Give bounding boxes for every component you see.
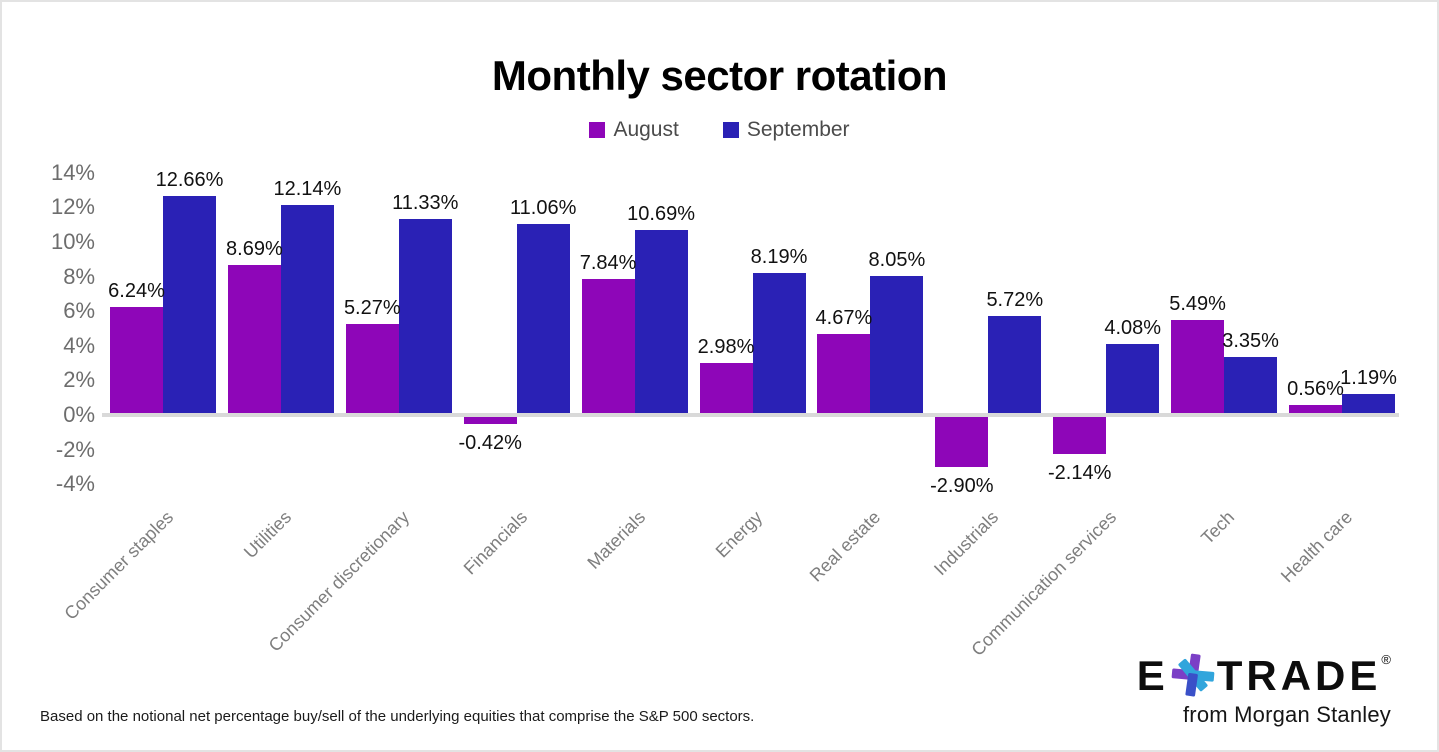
value-label: 5.72%	[986, 289, 1044, 312]
bar-august-7	[935, 417, 989, 468]
bar-august-2	[345, 323, 399, 415]
bar-september-7	[988, 316, 1042, 415]
value-label: 6.24%	[108, 280, 165, 303]
bar-august-8	[1053, 417, 1107, 455]
bar-september-0	[163, 195, 216, 415]
value-label: 2.98%	[697, 336, 755, 359]
y-axis-tick-label: 8%	[63, 263, 95, 289]
bar-august-1	[227, 264, 281, 415]
bar-september-10	[1342, 394, 1395, 415]
value-label: 11.06%	[510, 196, 577, 219]
value-label: 3.35%	[1222, 330, 1279, 353]
bar-august-3	[463, 417, 517, 425]
category-label: Tech	[1197, 507, 1239, 549]
value-label: 7.84%	[579, 252, 637, 275]
value-label: 4.08%	[1104, 317, 1162, 340]
etrade-logotype: E TRADE ®	[1137, 648, 1391, 704]
value-label: 0.56%	[1287, 378, 1344, 401]
y-axis-tick-label: -2%	[55, 436, 95, 462]
bar-september-2	[398, 218, 452, 415]
bar-august-4	[581, 279, 635, 415]
category-label: Health care	[1276, 507, 1357, 587]
y-axis-tick-label: 0%	[63, 402, 95, 427]
category-label: Utilities	[239, 507, 296, 563]
legend-item-august: August	[589, 118, 679, 142]
bar-september-8	[1106, 344, 1160, 415]
etrade-logo: E TRADE ® from Morgan Stanley	[1137, 648, 1391, 728]
footnote: Based on the notional net percentage buy…	[40, 708, 755, 725]
value-label: 12.14%	[273, 177, 342, 200]
value-label: -0.42%	[458, 432, 522, 455]
legend-label-september: September	[746, 118, 850, 141]
value-label: 11.33%	[392, 191, 459, 214]
legend: August September	[2, 118, 1437, 142]
y-axis-tick-label: -4%	[55, 471, 95, 497]
value-label: 8.19%	[750, 246, 808, 269]
y-axis-tick-label: 12%	[50, 194, 95, 220]
y-axis-tick-label: 14%	[50, 159, 95, 185]
chart-title: Monthly sector rotation	[491, 52, 948, 99]
august-swatch-icon	[589, 122, 606, 138]
y-axis-tick-label: 6%	[63, 298, 95, 324]
value-label: -2.14%	[1048, 462, 1112, 485]
category-label: Materials	[582, 507, 649, 573]
bar-september-4	[634, 230, 688, 415]
september-swatch-icon	[722, 122, 739, 138]
value-label: 5.49%	[1169, 293, 1226, 316]
bar-august-6	[817, 334, 871, 415]
bar-september-1	[280, 204, 334, 415]
y-axis-tick-label: 10%	[50, 229, 95, 254]
value-label: 10.69%	[627, 203, 696, 226]
value-label: 1.19%	[1340, 367, 1397, 390]
category-label: Real estate	[806, 507, 885, 586]
bar-august-10	[1289, 405, 1342, 415]
value-label: 12.66%	[155, 168, 224, 191]
bar-september-9	[1224, 357, 1278, 415]
bar-august-5	[699, 363, 753, 415]
morgan-stanley-tagline: from Morgan Stanley	[1183, 702, 1391, 727]
bar-august-9	[1171, 320, 1225, 415]
etrade-letter-e: E	[1136, 652, 1169, 699]
category-label: Energy	[712, 507, 767, 562]
bar-september-5	[752, 273, 806, 415]
category-label: Industrials	[930, 507, 1003, 580]
value-label: -2.90%	[930, 475, 994, 498]
bar-september-6	[870, 275, 924, 415]
legend-label-august: August	[613, 118, 679, 141]
etrade-asterisk-icon	[1171, 653, 1215, 697]
x-axis-baseline	[102, 413, 1399, 417]
category-label: Consumer staples	[60, 507, 178, 624]
etrade-word-trade: TRADE	[1216, 652, 1382, 699]
legend-item-september: September	[722, 118, 850, 142]
y-axis-tick-label: 4%	[63, 332, 95, 358]
category-label: Financials	[459, 507, 531, 579]
value-label: 5.27%	[343, 296, 401, 319]
bar-september-3	[516, 223, 570, 415]
value-label: 8.69%	[226, 237, 283, 260]
registered-mark: ®	[1381, 652, 1391, 667]
value-label: 4.67%	[815, 307, 873, 330]
y-axis-tick-label: 2%	[63, 367, 95, 393]
bar-august-0	[110, 307, 163, 415]
value-label: 8.05%	[868, 248, 926, 271]
